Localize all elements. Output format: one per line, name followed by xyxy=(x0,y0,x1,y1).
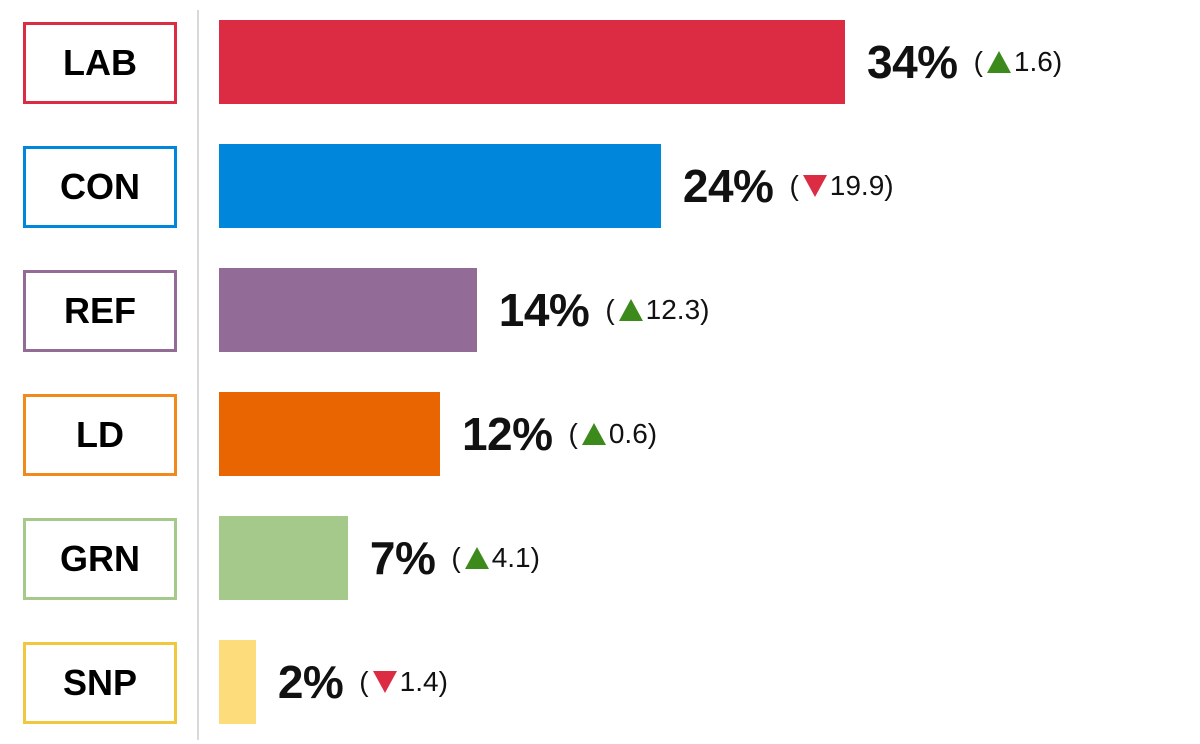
category-label: CON xyxy=(23,146,177,228)
open-paren: ( xyxy=(605,294,615,325)
bar-row-snp: SNP 2% (1.4) xyxy=(0,640,1200,728)
change-value: 4.1 xyxy=(491,542,531,573)
category-label: GRN xyxy=(23,518,177,600)
bar xyxy=(219,392,440,476)
category-label: REF xyxy=(23,270,177,352)
open-paren: ( xyxy=(789,170,799,201)
change-value: 19.9 xyxy=(829,170,885,201)
bar xyxy=(219,20,845,104)
value-label: 2% xyxy=(277,656,344,708)
change-value: 12.3 xyxy=(645,294,701,325)
close-paren: ) xyxy=(884,170,894,201)
value-group: 14% (12.3) xyxy=(499,268,710,352)
value-group: 34% (1.6) xyxy=(867,20,1062,104)
change-label: (0.6) xyxy=(569,418,658,450)
open-paren: ( xyxy=(973,46,983,77)
close-paren: ) xyxy=(700,294,710,325)
open-paren: ( xyxy=(359,666,369,697)
change-value: 1.6 xyxy=(1013,46,1053,77)
up-arrow-icon xyxy=(581,423,606,445)
up-arrow-icon xyxy=(618,299,643,321)
up-arrow-icon xyxy=(986,51,1011,73)
close-paren: ) xyxy=(1052,46,1063,77)
bar xyxy=(219,516,348,600)
up-arrow-icon xyxy=(464,547,489,569)
change-label: (1.4) xyxy=(359,666,448,698)
bar-row-ld: LD 12% (0.6) xyxy=(0,392,1200,480)
bar-row-ref: REF 14% (12.3) xyxy=(0,268,1200,356)
value-group: 7% (4.1) xyxy=(370,516,540,600)
value-label: 14% xyxy=(498,284,590,336)
axis-line xyxy=(197,10,199,740)
close-paren: ) xyxy=(647,418,658,449)
change-label: (4.1) xyxy=(451,542,540,574)
category-label: LD xyxy=(23,394,177,476)
value-group: 2% (1.4) xyxy=(278,640,448,724)
value-label: 12% xyxy=(461,408,553,460)
change-value: 1.4 xyxy=(399,666,439,697)
bar-row-lab: LAB 34% (1.6) xyxy=(0,20,1200,108)
change-label: (12.3) xyxy=(605,294,709,326)
bar-row-con: CON 24% (19.9) xyxy=(0,144,1200,232)
down-arrow-icon xyxy=(802,175,827,197)
bar xyxy=(219,640,256,724)
bar-row-grn: GRN 7% (4.1) xyxy=(0,516,1200,604)
change-value: 0.6 xyxy=(608,418,648,449)
category-label: LAB xyxy=(23,22,177,104)
bar xyxy=(219,268,477,352)
change-label: (1.6) xyxy=(974,46,1063,78)
open-paren: ( xyxy=(451,542,461,573)
value-label: 24% xyxy=(682,160,774,212)
bar xyxy=(219,144,661,228)
change-label: (19.9) xyxy=(789,170,893,202)
category-label: SNP xyxy=(23,642,177,724)
down-arrow-icon xyxy=(372,671,397,693)
close-paren: ) xyxy=(438,666,448,697)
value-group: 24% (19.9) xyxy=(683,144,894,228)
close-paren: ) xyxy=(530,542,540,573)
open-paren: ( xyxy=(568,418,578,449)
value-group: 12% (0.6) xyxy=(462,392,657,476)
value-label: 7% xyxy=(369,532,436,584)
value-label: 34% xyxy=(867,36,958,88)
